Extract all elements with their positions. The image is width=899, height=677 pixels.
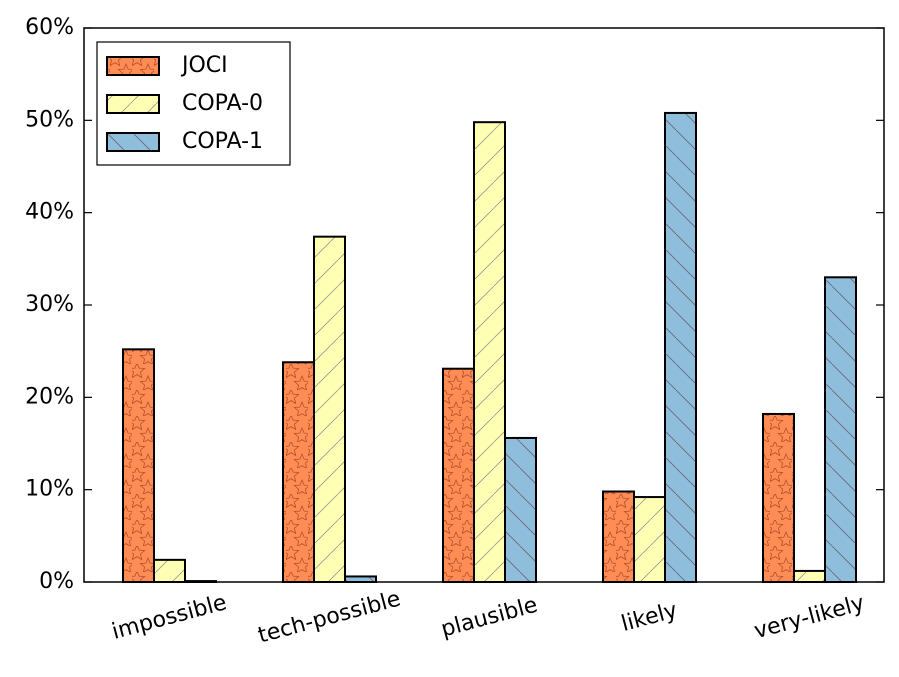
legend-swatch-hatch [106,132,160,152]
bar-hatch [633,496,666,584]
bar-hatch [824,276,857,583]
plot-frame [83,27,885,583]
y-tick-label: 30% [25,292,74,317]
bar-hatch [344,575,377,584]
y-tick-label: 60% [25,15,74,40]
y-tick-label: 20% [25,384,74,409]
y-tick-label: 50% [25,107,74,132]
bar-hatch [504,436,537,583]
bar-hatch [602,490,635,583]
legend-label: JOCI [180,53,228,78]
y-tick-label: 10% [25,477,74,502]
bar-hatch [762,412,795,583]
y-tick-label: 40% [25,200,74,225]
legend-swatch-hatch [106,94,160,114]
legend-swatch-hatch [106,56,160,76]
bar-hatch [122,348,155,583]
y-tick-label: 0% [39,569,74,594]
bar-hatch [793,569,826,583]
x-tick-label: tech-possible [256,587,404,649]
x-tick-label: very-likely [752,591,868,644]
x-tick-label: likely [619,598,680,637]
legend-label: COPA-0 [182,91,263,116]
bar-hatch [473,121,506,584]
legend-label: COPA-1 [182,129,263,154]
bar-hatch [313,235,346,583]
bar-hatch [282,361,315,583]
x-tick-label: impossible [109,590,229,645]
bar-hatch [442,367,475,583]
x-tick-label: plausible [438,593,540,643]
bar-hatch [153,558,186,584]
bar-hatch [664,111,697,584]
